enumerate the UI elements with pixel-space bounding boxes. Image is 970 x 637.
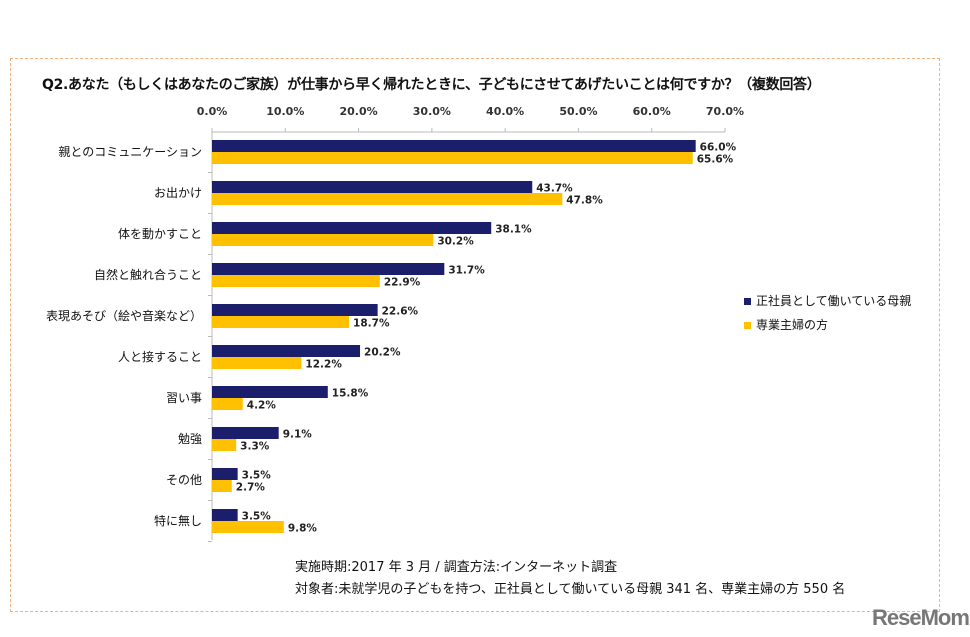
bar-housewife xyxy=(212,152,693,164)
data-label: 38.1% xyxy=(495,224,532,236)
chart-frame xyxy=(10,58,940,612)
x-tick-label: 70.0% xyxy=(706,105,744,118)
x-tick-label: 40.0% xyxy=(486,105,524,118)
bar-fulltime-mother xyxy=(212,140,696,152)
bar-fulltime-mother xyxy=(212,468,238,480)
category-label: お出かけ xyxy=(154,186,202,200)
bar-housewife xyxy=(212,357,302,369)
bar-fulltime-mother xyxy=(212,263,445,275)
bar-housewife xyxy=(212,275,380,287)
data-label: 18.7% xyxy=(353,318,390,330)
data-label: 22.9% xyxy=(384,277,421,289)
x-tick-label: 30.0% xyxy=(413,105,451,118)
data-label: 2.7% xyxy=(236,482,266,494)
bar-housewife xyxy=(212,439,237,451)
bar-fulltime-mother xyxy=(212,345,361,357)
category-label: 表現あそび（絵や音楽など） xyxy=(46,308,202,323)
x-tick-label: 50.0% xyxy=(559,105,597,118)
data-label: 20.2% xyxy=(364,347,401,359)
data-label: 65.6% xyxy=(697,154,734,166)
bar-housewife xyxy=(212,480,232,492)
bar-housewife xyxy=(212,521,284,533)
bar-housewife xyxy=(212,193,563,205)
data-label: 15.8% xyxy=(332,388,369,400)
category-label: 人と接すること xyxy=(118,349,202,364)
bar-housewife xyxy=(212,316,350,328)
data-label: 31.7% xyxy=(448,265,485,277)
category-label: 自然と触れ合うこと xyxy=(94,267,202,282)
data-label: 66.0% xyxy=(700,142,737,154)
survey-period-note: 実施時期:2017 年 3 月 / 調査方法:インターネット調査 xyxy=(295,560,618,575)
resemom-logo: ReseMom xyxy=(872,605,970,630)
legend-swatch xyxy=(744,322,751,329)
data-label: 47.8% xyxy=(566,195,603,207)
bar-fulltime-mother xyxy=(212,181,533,193)
survey-target-note: 対象者:未就学児の子どもを持つ、正社員として働いている母親 341 名、専業主婦… xyxy=(295,582,846,597)
category-label: 親とのコミュニケーション xyxy=(58,145,202,159)
x-tick-label: 0.0% xyxy=(197,105,228,118)
data-label: 43.7% xyxy=(536,183,573,195)
chart-title: Q2.あなた（もしくはあなたのご家族）が仕事から早く帰れたときに、子どもにさせて… xyxy=(42,77,821,93)
x-tick-label: 10.0% xyxy=(266,105,304,118)
data-label: 3.5% xyxy=(242,470,272,482)
category-label: その他 xyxy=(166,473,202,487)
legend-label: 正社員として働いている母親 xyxy=(756,293,911,308)
bar-fulltime-mother xyxy=(212,509,238,521)
bar-fulltime-mother xyxy=(212,222,492,234)
category-label: 特に無し xyxy=(154,513,202,528)
data-label: 9.1% xyxy=(283,429,313,441)
data-label: 3.3% xyxy=(240,441,270,453)
data-label: 12.2% xyxy=(305,359,342,371)
legend-swatch xyxy=(744,298,751,305)
x-tick-label: 60.0% xyxy=(633,105,671,118)
data-label: 4.2% xyxy=(247,400,277,412)
bar-housewife xyxy=(212,234,434,246)
data-label: 3.5% xyxy=(242,511,272,523)
category-label: 習い事 xyxy=(166,391,202,405)
legend-label: 専業主婦の方 xyxy=(756,317,828,332)
category-label: 体を動かすこと xyxy=(118,227,202,241)
x-tick-label: 20.0% xyxy=(339,105,377,118)
bar-housewife xyxy=(212,398,243,410)
data-label: 9.8% xyxy=(288,523,318,535)
category-label: 勉強 xyxy=(178,432,202,446)
bar-fulltime-mother xyxy=(212,304,378,316)
data-label: 30.2% xyxy=(437,236,474,248)
bar-fulltime-mother xyxy=(212,386,328,398)
data-label: 22.6% xyxy=(382,306,419,318)
bar-fulltime-mother xyxy=(212,427,279,439)
